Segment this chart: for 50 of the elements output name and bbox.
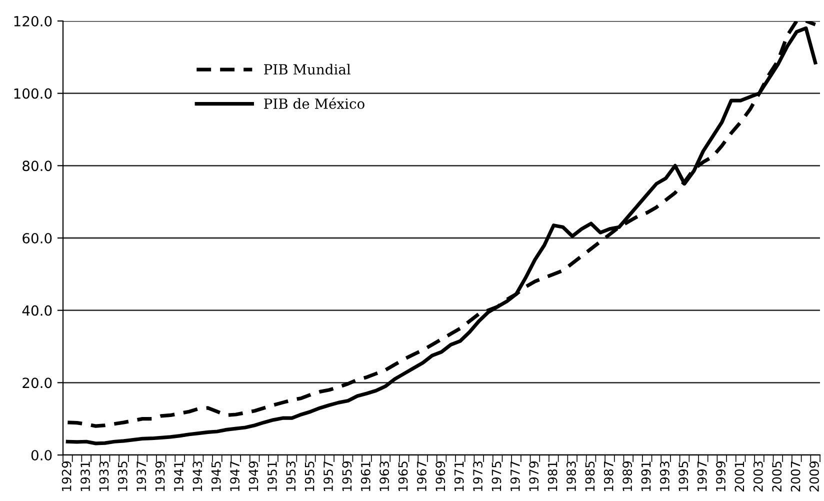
x-tick-label: 2007 xyxy=(790,462,800,492)
x-tick-label: 1977 xyxy=(510,462,520,491)
x-tick-label: 1939 xyxy=(155,461,165,491)
y-tick-label: 60.0 xyxy=(22,232,52,244)
x-tick-label: 1973 xyxy=(473,462,483,491)
x-tick-label: 1953 xyxy=(286,462,296,491)
x-tick-label: 1949 xyxy=(248,461,258,491)
x-tick-label: 1987 xyxy=(604,462,614,491)
x-tick-label: 1997 xyxy=(697,462,707,491)
x-tick-label: 1941 xyxy=(174,462,184,491)
x-tick-label: 1935 xyxy=(118,462,128,491)
x-tick-label: 1981 xyxy=(548,462,558,491)
x-tick-label: 1995 xyxy=(678,462,688,491)
x-tick-label: 1975 xyxy=(492,462,502,491)
x-tick-label: 1969 xyxy=(436,461,446,491)
x-tick-label: 1985 xyxy=(585,462,595,491)
y-tick-label: 20.0 xyxy=(22,378,52,388)
y-tick-label: 0.0 xyxy=(31,450,52,460)
x-tick-label: 2005 xyxy=(772,462,782,492)
x-tick-label: 1957 xyxy=(324,462,333,491)
y-tick-label: 80.0 xyxy=(22,160,52,172)
x-tick-label: 1971 xyxy=(454,462,464,491)
x-tick-label: 1961 xyxy=(360,462,370,491)
y-tick-label: 40.0 xyxy=(22,305,52,316)
x-tick-label: 2001 xyxy=(734,462,744,492)
legend-label: PIB Mundial xyxy=(264,64,350,75)
y-tick-label: 120.0 xyxy=(14,16,52,26)
x-tick-label: 1999 xyxy=(716,461,726,491)
x-tick-label: 1965 xyxy=(398,462,408,491)
y-tick-label: 100.0 xyxy=(14,88,52,99)
x-tick-label: 1967 xyxy=(416,462,426,491)
x-tick-label: 1943 xyxy=(192,462,202,491)
x-tick-label: 1955 xyxy=(304,462,314,491)
x-tick-label: 1989 xyxy=(622,461,632,491)
x-tick-label: 1945 xyxy=(211,462,221,491)
x-tick-label: 2003 xyxy=(753,462,763,492)
x-tick-label: 1931 xyxy=(80,462,90,491)
x-tick-label: 1959 xyxy=(342,461,352,491)
x-tick-label: 1993 xyxy=(660,462,670,491)
x-tick-label: 1963 xyxy=(380,462,390,491)
x-tick-label: 1991 xyxy=(641,462,651,491)
x-tick-label: 1979 xyxy=(529,461,539,491)
x-tick-label: 1929 xyxy=(62,461,72,491)
x-tick-label: 1937 xyxy=(136,462,146,491)
x-tick-label: 2009 xyxy=(810,461,819,492)
x-tick-label: 1983 xyxy=(566,462,576,491)
x-tick-label: 1951 xyxy=(267,462,277,491)
x-tick-label: 1933 xyxy=(99,462,109,491)
legend-label: PIB de México xyxy=(264,98,364,109)
x-tick-label: 1947 xyxy=(230,462,240,491)
